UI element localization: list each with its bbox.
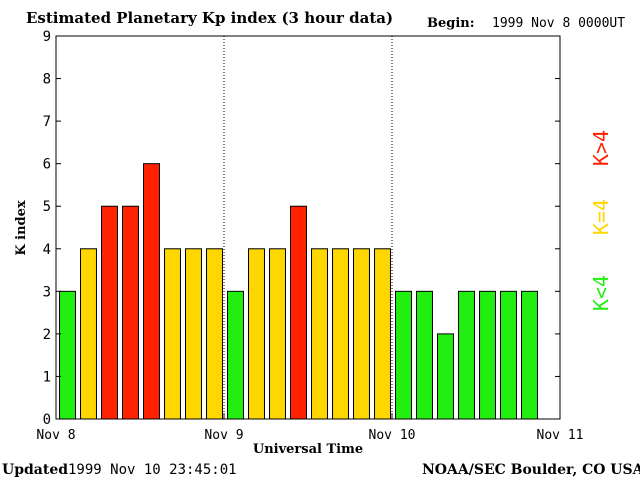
- chart-title: Estimated Planetary Kp index (3 hour dat…: [26, 9, 393, 27]
- y-tick-label: 9: [43, 29, 51, 45]
- x-tick-label: Nov 10: [369, 428, 416, 443]
- kp-bar: [185, 248, 202, 420]
- y-tick-label: 1: [43, 369, 51, 385]
- kp-bar: [500, 290, 517, 420]
- kp-bar: [458, 290, 475, 420]
- kp-bar: [206, 248, 223, 420]
- y-axis-label: K index: [14, 200, 29, 256]
- begin-label: Begin:: [427, 16, 475, 31]
- legend-item: K>4: [589, 130, 613, 166]
- y-tick-label: 3: [43, 284, 51, 300]
- y-tick-label: 2: [43, 327, 51, 343]
- day-separators: [223, 36, 393, 419]
- kp-bar: [374, 248, 391, 420]
- updated-value: 1999 Nov 10 23:45:01: [68, 462, 237, 478]
- legend-item: K<4: [589, 275, 613, 311]
- x-axis: Nov 8 Nov 9 Nov 10 Nov 11: [36, 413, 583, 443]
- kp-bar: [59, 290, 76, 420]
- credit-text: NOAA/SEC Boulder, CO USA: [422, 462, 640, 478]
- kp-bar: [521, 290, 538, 420]
- kp-bar: [227, 290, 244, 420]
- x-axis-label: Universal Time: [253, 442, 363, 457]
- y-tick-label: 6: [43, 157, 51, 173]
- kp-bar: [143, 163, 160, 420]
- x-tick-label: Nov 9: [204, 428, 243, 443]
- kp-bar: [311, 248, 328, 420]
- kp-bar: [479, 290, 496, 420]
- plot-frame: [55, 35, 561, 420]
- y-tick-label: 0: [43, 412, 51, 428]
- kp-bar: [248, 248, 265, 420]
- y-tick-label: 7: [43, 114, 51, 130]
- legend-item: K=4: [589, 199, 613, 235]
- x-tick-label: Nov 11: [537, 428, 584, 443]
- kp-bar: [101, 205, 118, 420]
- y-axis: 0 1 2 3 4 5 6 7 8 9: [43, 29, 560, 428]
- kp-bar: [332, 248, 349, 420]
- kp-bar: [437, 333, 454, 420]
- begin-value: 1999 Nov 8 0000UT: [492, 16, 625, 31]
- kp-bar: [80, 248, 97, 420]
- kp-bar: [164, 248, 181, 420]
- kp-bar: [290, 205, 307, 420]
- x-tick-label: Nov 8: [36, 428, 75, 443]
- y-tick-label: 5: [43, 199, 51, 215]
- kp-bar: [122, 205, 139, 420]
- kp-bar: [269, 248, 286, 420]
- kp-bar: [416, 290, 433, 420]
- legend: K>4 K=4 K<4: [589, 130, 613, 311]
- bars: [59, 163, 538, 420]
- kp-bar: [353, 248, 370, 420]
- kp-bar: [395, 290, 412, 420]
- updated-label: Updated: [2, 462, 68, 478]
- plot-area: 0 1 2 3 4 5 6 7 8 9 Nov 8 Nov 9 Nov 10 Nov 11: [36, 29, 583, 443]
- y-tick-label: 4: [43, 242, 51, 258]
- y-tick-label: 8: [43, 72, 51, 88]
